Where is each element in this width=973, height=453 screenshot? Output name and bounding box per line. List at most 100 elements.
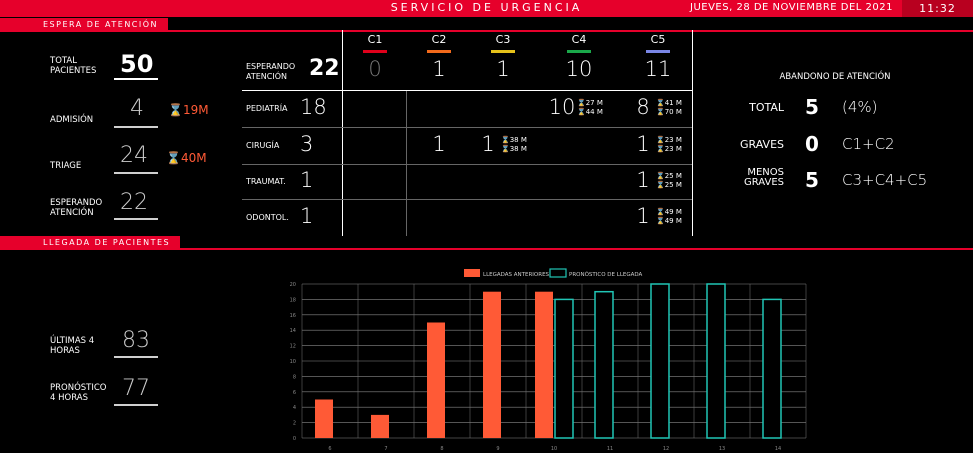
bar-pronostico bbox=[762, 298, 782, 439]
bar-llegadas bbox=[315, 399, 333, 438]
matrix-header-label: ESPERANDO ATENCIÓN bbox=[246, 62, 296, 81]
section-divider bbox=[0, 30, 973, 32]
bar-llegadas bbox=[371, 414, 389, 438]
triage-value: 24 bbox=[120, 143, 148, 168]
legend-label-pronostico: PRONÓSTICO DE LLEGADA bbox=[569, 271, 643, 278]
esperando-value-c5: 11 bbox=[644, 57, 672, 81]
column-header-c4: C4 bbox=[571, 33, 587, 46]
y-tick-label: 8 bbox=[293, 374, 296, 380]
x-tick-label: 6 bbox=[328, 446, 331, 452]
column-color-bar bbox=[567, 50, 591, 53]
column-color-bar bbox=[646, 50, 670, 53]
header-bar: SERVICIO DE URGENCIA JUEVES, 28 DE NOVIE… bbox=[0, 0, 973, 17]
x-tick-label: 10 bbox=[551, 446, 557, 452]
section-divider bbox=[0, 248, 973, 250]
esperando-value: 22 bbox=[120, 190, 148, 215]
row-total: 18 bbox=[300, 94, 327, 119]
column-header-c3: C3 bbox=[495, 33, 511, 46]
cell-count: 8 bbox=[636, 94, 650, 119]
x-tick-label: 13 bbox=[719, 446, 725, 452]
matrix-header-total: 22 bbox=[309, 56, 340, 81]
cell-wait-time: ⌛38 M bbox=[501, 144, 527, 153]
cell-wait-time: ⌛70 M bbox=[656, 107, 682, 116]
y-tick-label: 0 bbox=[293, 436, 296, 442]
cell-wait-time: ⌛44 M bbox=[577, 107, 603, 116]
abandono-total-value: 5 bbox=[805, 95, 819, 119]
esperando-value-c1: 0 bbox=[368, 57, 382, 81]
grid-line bbox=[342, 30, 343, 236]
ultimas-label: ÚLTIMAS 4 HORAS bbox=[50, 336, 95, 356]
underline bbox=[114, 218, 158, 220]
y-tick-label: 10 bbox=[290, 359, 296, 365]
cell-count: 1 bbox=[636, 167, 650, 192]
abandono-total-pct: (4%) bbox=[842, 98, 878, 116]
row-label: PEDIATRÍA bbox=[246, 103, 288, 113]
grid-line bbox=[406, 90, 407, 236]
grid-line bbox=[242, 164, 692, 165]
y-tick-label: 2 bbox=[293, 421, 296, 427]
esperando-value-c4: 10 bbox=[565, 57, 593, 81]
column-header-c5: C5 bbox=[650, 33, 666, 46]
grid-line bbox=[692, 30, 693, 236]
abandono-graves-categories: C1+C2 bbox=[842, 135, 895, 153]
cell-count: 1 bbox=[636, 131, 650, 156]
row-label: CIRUGÍA bbox=[246, 140, 280, 150]
legend-swatch-pronostico bbox=[549, 268, 567, 278]
esperando-value-c3: 1 bbox=[496, 57, 510, 81]
page-title: SERVICIO DE URGENCIA bbox=[390, 1, 583, 14]
section-tab-llegada: LLEGADA DE PACIENTES bbox=[0, 236, 180, 250]
underline bbox=[114, 356, 158, 358]
x-tick-label: 12 bbox=[663, 446, 669, 452]
ultimas-value: 83 bbox=[122, 328, 150, 353]
row-label: TRAUMAT. bbox=[246, 176, 286, 186]
row-label: ODONTOL. bbox=[246, 212, 289, 222]
column-color-bar bbox=[363, 50, 387, 53]
bar-pronostico bbox=[554, 298, 574, 439]
underline bbox=[114, 404, 158, 406]
x-tick-label: 8 bbox=[440, 446, 443, 452]
triage-wait-time: ⌛40M bbox=[166, 151, 207, 165]
cell-wait-time: ⌛49 M bbox=[656, 207, 682, 216]
admision-wait-time: ⌛19M bbox=[168, 103, 209, 117]
y-tick-label: 16 bbox=[290, 313, 296, 319]
y-tick-label: 14 bbox=[290, 328, 296, 334]
legend-swatch-llegadas bbox=[464, 269, 480, 277]
cell-wait-time: ⌛41 M bbox=[656, 98, 682, 107]
abandono-title: ABANDONO DE ATENCIÓN bbox=[779, 72, 891, 82]
section-tab-espera: ESPERA DE ATENCIÓN bbox=[0, 18, 168, 32]
bar-pronostico bbox=[594, 290, 614, 439]
y-tick-label: 12 bbox=[290, 344, 296, 350]
y-tick-label: 4 bbox=[293, 405, 296, 411]
grid-line bbox=[242, 90, 692, 91]
pronostico-value: 77 bbox=[122, 376, 150, 401]
cell-wait-time: ⌛25 M bbox=[656, 180, 682, 189]
y-tick-label: 20 bbox=[290, 282, 296, 288]
total-pacientes-value: 50 bbox=[120, 50, 154, 78]
clock-time: 11:32 bbox=[902, 0, 973, 17]
admision-value: 4 bbox=[130, 96, 144, 121]
abandono-total-label: TOTAL bbox=[749, 101, 784, 114]
cell-count: 1 bbox=[432, 131, 446, 156]
grid-line bbox=[242, 199, 692, 200]
pronostico-label: PRONÓSTICO 4 HORAS bbox=[50, 383, 107, 403]
cell-wait-time: ⌛38 M bbox=[501, 135, 527, 144]
abandono-menos-value: 5 bbox=[805, 168, 819, 192]
row-total: 1 bbox=[300, 167, 314, 192]
bar-llegadas bbox=[535, 291, 553, 438]
underline bbox=[114, 172, 158, 174]
cell-wait-time: ⌛27 M bbox=[577, 98, 603, 107]
date-label: JUEVES, 28 DE NOVIEMBRE DEL 2021 bbox=[690, 2, 893, 13]
underline bbox=[114, 78, 158, 80]
abandono-graves-value: 0 bbox=[805, 132, 819, 156]
x-tick-label: 7 bbox=[384, 446, 387, 452]
underline bbox=[114, 126, 158, 128]
bar-pronostico bbox=[650, 283, 670, 439]
cell-count: 10 bbox=[548, 94, 576, 119]
x-tick-label: 9 bbox=[496, 446, 499, 452]
abandono-graves-label: GRAVES bbox=[740, 138, 784, 151]
x-tick-label: 11 bbox=[607, 446, 613, 452]
bar-pronostico bbox=[706, 283, 726, 439]
legend-label-llegadas: LLEGADAS ANTERIORES bbox=[483, 272, 550, 278]
total-pacientes-label: TOTAL PACIENTES bbox=[50, 56, 97, 76]
cell-wait-time: ⌛25 M bbox=[656, 171, 682, 180]
